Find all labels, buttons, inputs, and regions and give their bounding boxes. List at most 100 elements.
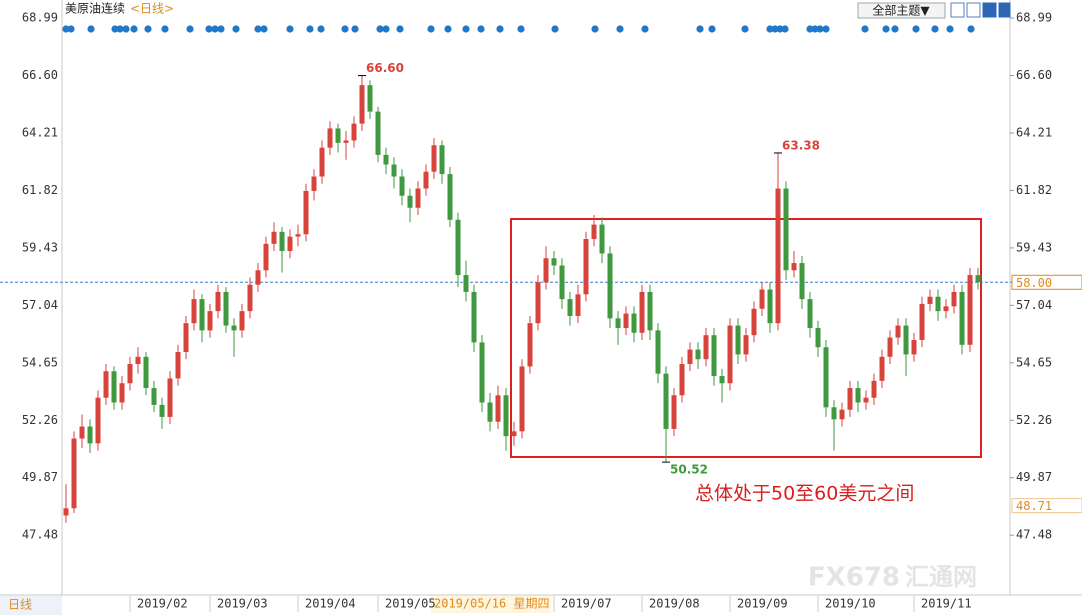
x-tick-label: 2019/11 — [921, 597, 972, 611]
candle-body — [847, 388, 853, 410]
event-dot — [891, 25, 899, 33]
candle-body — [903, 325, 909, 355]
candle-body — [679, 364, 685, 396]
candle-body — [447, 174, 453, 220]
period-selector[interactable]: 日线 — [8, 598, 32, 612]
candle-body — [927, 296, 933, 304]
x-tick-label: 2019/10 — [825, 597, 876, 611]
candle-body — [367, 85, 373, 112]
candle-body — [711, 335, 717, 377]
watermark: FX678 — [808, 563, 900, 593]
candle-body — [655, 330, 661, 374]
candle-body — [151, 388, 157, 405]
candle-body — [223, 291, 229, 326]
candle-body — [639, 291, 645, 333]
event-dot — [496, 25, 504, 33]
candle-body — [495, 395, 501, 422]
candle-body — [623, 313, 629, 328]
candle-body — [791, 263, 797, 271]
event-dot — [396, 25, 404, 33]
candle-body — [359, 85, 365, 124]
event-dot — [816, 25, 824, 33]
candle-body — [479, 342, 485, 403]
event-markers — [62, 25, 975, 33]
candle-body — [199, 299, 205, 331]
candle-body — [631, 313, 637, 333]
candle-body — [855, 388, 861, 403]
event-dot — [861, 25, 869, 33]
candle-body — [471, 291, 477, 343]
event-dot — [591, 25, 599, 33]
candle-body — [527, 323, 533, 367]
candle-body — [951, 291, 957, 307]
event-dot — [87, 25, 95, 33]
event-dot — [382, 25, 390, 33]
candle-body — [919, 303, 925, 340]
icon[interactable] — [982, 2, 997, 18]
y-tick-label: 66.60 — [22, 68, 58, 82]
event-dot — [811, 25, 819, 33]
theme-button-box[interactable] — [857, 2, 946, 19]
candle-body — [335, 128, 341, 143]
candle-body — [671, 395, 677, 429]
event-dot — [776, 25, 784, 33]
event-dot — [116, 25, 124, 33]
candle-body — [439, 145, 445, 175]
candle-body — [207, 311, 213, 331]
candle-body — [111, 371, 117, 403]
candle-body — [743, 335, 749, 355]
candle-body — [127, 364, 133, 384]
y-tick-label-right: 61.82 — [1016, 183, 1052, 197]
event-dot — [254, 25, 262, 33]
y-tick-label: 47.48 — [22, 528, 58, 542]
event-dot — [462, 25, 470, 33]
event-dot — [211, 25, 219, 33]
candle-body — [191, 299, 197, 324]
annotation-label: 63.38 — [782, 138, 820, 152]
y-tick-label-right: 47.48 — [1016, 528, 1052, 542]
candle-body — [463, 275, 469, 292]
candle-body — [95, 397, 101, 444]
candle-body — [551, 258, 557, 266]
event-dot — [931, 25, 939, 33]
candle-body — [511, 431, 517, 437]
candle-body — [879, 356, 885, 381]
candle-body — [815, 327, 821, 348]
event-dot — [232, 25, 240, 33]
y-tick-label: 54.65 — [22, 355, 58, 369]
candle-body — [727, 325, 733, 384]
theme-button[interactable]: 全部主题▼ — [872, 3, 930, 18]
candle-body — [967, 275, 973, 345]
candle-body — [135, 356, 141, 365]
x-tick-label: 2019/04 — [305, 597, 356, 611]
event-dot — [111, 25, 119, 33]
watermark: 汇通网 — [905, 563, 977, 591]
candle-body — [103, 371, 109, 398]
event-dot — [708, 25, 716, 33]
chart-title: 美原油连续 — [65, 1, 125, 16]
candle-body — [975, 275, 981, 283]
candle-body — [863, 397, 869, 403]
event-dot — [882, 25, 890, 33]
toolbar-icons[interactable] — [950, 2, 1011, 18]
candle-body — [783, 188, 789, 271]
candle-body — [895, 325, 901, 338]
candle-body — [119, 383, 125, 403]
y-tick-label: 64.21 — [22, 126, 58, 140]
icon[interactable] — [966, 2, 981, 18]
event-dot — [376, 25, 384, 33]
icon[interactable] — [950, 2, 965, 18]
icon[interactable] — [998, 2, 1011, 18]
period-selector-box[interactable] — [0, 596, 62, 615]
event-dot — [771, 25, 779, 33]
event-dot — [427, 25, 435, 33]
event-dot — [696, 25, 704, 33]
price-marker-box — [1011, 498, 1082, 514]
candle-body — [167, 378, 173, 417]
event-dot — [551, 25, 559, 33]
event-dot — [186, 25, 194, 33]
candle-body — [519, 366, 525, 432]
candle-body — [959, 291, 965, 345]
candle-body — [839, 409, 845, 420]
